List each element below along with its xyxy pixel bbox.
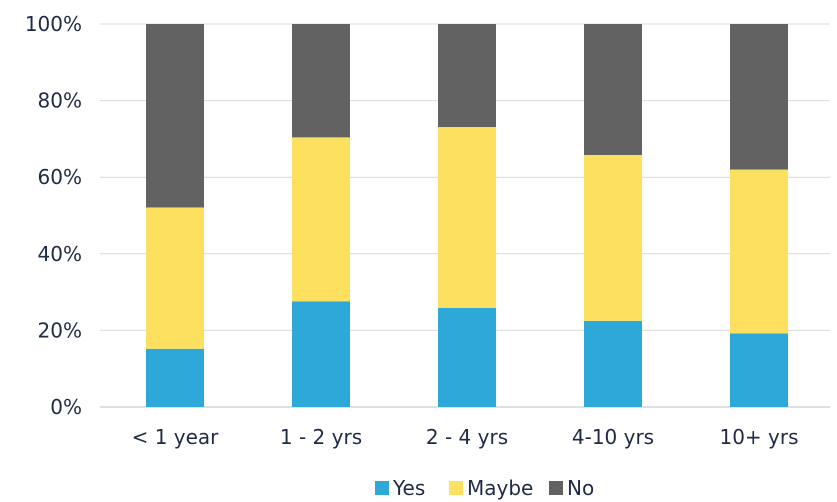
bar-segment-no xyxy=(584,24,642,155)
x-category-label: 1 - 2 yrs xyxy=(280,425,362,449)
bar-segment-maybe xyxy=(292,137,350,302)
y-tick-label: 60% xyxy=(38,165,82,189)
bar-segment-yes xyxy=(584,320,642,407)
y-tick-label: 0% xyxy=(50,395,82,419)
legend-label-no: No xyxy=(567,476,594,500)
y-tick-label: 100% xyxy=(25,12,82,36)
y-tick-label: 20% xyxy=(38,318,82,342)
bar-segment-maybe xyxy=(584,154,642,321)
bar-segment-yes xyxy=(438,307,496,407)
legend-swatch-no xyxy=(549,481,563,495)
legend-label-maybe: Maybe xyxy=(467,476,533,500)
legend-label-yes: Yes xyxy=(392,476,425,500)
bars xyxy=(146,24,788,407)
bar-segment-yes xyxy=(146,348,204,407)
bar-segment-maybe xyxy=(146,207,204,349)
legend-swatch-yes xyxy=(375,481,389,495)
y-axis-ticks: 0% 20% 40% 60% 80% 100% xyxy=(25,12,82,419)
x-category-label: 10+ yrs xyxy=(719,425,798,449)
bar-segment-no xyxy=(292,24,350,138)
bar-segment-no xyxy=(730,24,788,170)
y-tick-label: 40% xyxy=(38,242,82,266)
x-category-label: < 1 year xyxy=(132,425,220,449)
bar-segment-yes xyxy=(730,333,788,407)
x-category-label: 4-10 yrs xyxy=(572,425,654,449)
bar-segment-no xyxy=(146,24,204,208)
bar-segment-yes xyxy=(292,301,350,407)
legend-swatch-maybe xyxy=(449,481,463,495)
y-tick-label: 80% xyxy=(38,89,82,113)
legend: Yes Maybe No xyxy=(375,476,594,500)
bar-segment-maybe xyxy=(730,169,788,334)
x-axis-categories: < 1 year 1 - 2 yrs 2 - 4 yrs 4-10 yrs 10+ yr… xyxy=(132,425,799,449)
bar-segment-maybe xyxy=(438,127,496,308)
x-category-label: 2 - 4 yrs xyxy=(426,425,508,449)
bar-segment-no xyxy=(438,24,496,128)
